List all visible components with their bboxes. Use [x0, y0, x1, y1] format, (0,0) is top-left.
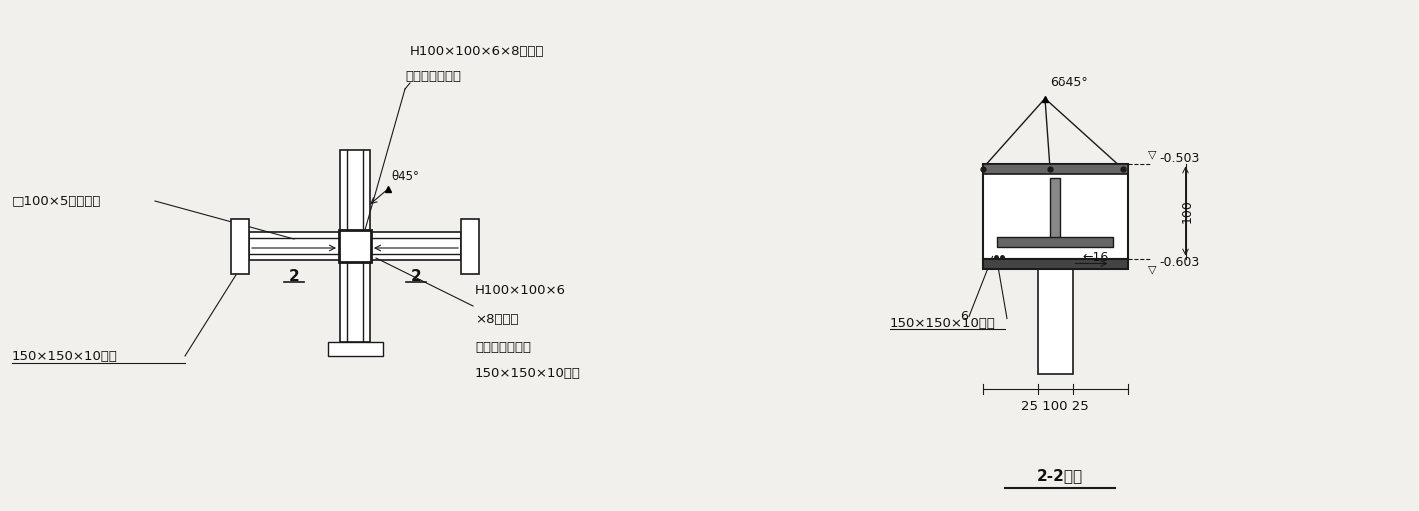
- Text: 150×150×10鈢板: 150×150×10鈢板: [475, 366, 580, 380]
- Text: ←16: ←16: [1083, 251, 1108, 264]
- Text: 2-2剖面: 2-2剖面: [1037, 469, 1083, 483]
- Text: 100: 100: [1181, 199, 1193, 223]
- Bar: [341, 150, 370, 342]
- Text: 25 100 25: 25 100 25: [1022, 400, 1088, 413]
- Bar: [328, 342, 383, 356]
- Bar: [1037, 268, 1073, 374]
- Text: H100×100×6: H100×100×6: [475, 285, 566, 297]
- Text: 150×150×10鈢板: 150×150×10鈢板: [890, 317, 996, 330]
- Text: ×8型鈢梁: ×8型鈢梁: [475, 313, 518, 326]
- Bar: [461, 219, 480, 273]
- Bar: [248, 232, 461, 260]
- Text: 2: 2: [288, 268, 299, 284]
- Text: ▽: ▽: [1148, 265, 1156, 274]
- Bar: [231, 219, 248, 273]
- Bar: [1050, 177, 1060, 245]
- Text: H100×100×6×8型鈢梁: H100×100×6×8型鈢梁: [410, 44, 545, 58]
- Text: （主受力方向）: （主受力方向）: [404, 69, 461, 82]
- Bar: [339, 230, 370, 262]
- Text: θ45°: θ45°: [392, 170, 419, 183]
- Text: -0.603: -0.603: [1159, 256, 1199, 269]
- Bar: [982, 164, 1128, 174]
- Bar: [982, 164, 1128, 259]
- Text: （次受力方向）: （次受力方向）: [475, 340, 531, 354]
- Bar: [982, 259, 1128, 268]
- Text: □100×5矩形鈢柱: □100×5矩形鈢柱: [11, 195, 101, 207]
- Text: 6δ45°: 6δ45°: [1050, 76, 1088, 88]
- Text: 2: 2: [410, 268, 421, 284]
- Text: 150×150×10鈢板: 150×150×10鈢板: [11, 350, 118, 362]
- Text: -0.503: -0.503: [1159, 152, 1200, 165]
- Text: 6: 6: [961, 310, 968, 323]
- Text: ▽: ▽: [1148, 150, 1156, 159]
- Bar: [998, 237, 1112, 246]
